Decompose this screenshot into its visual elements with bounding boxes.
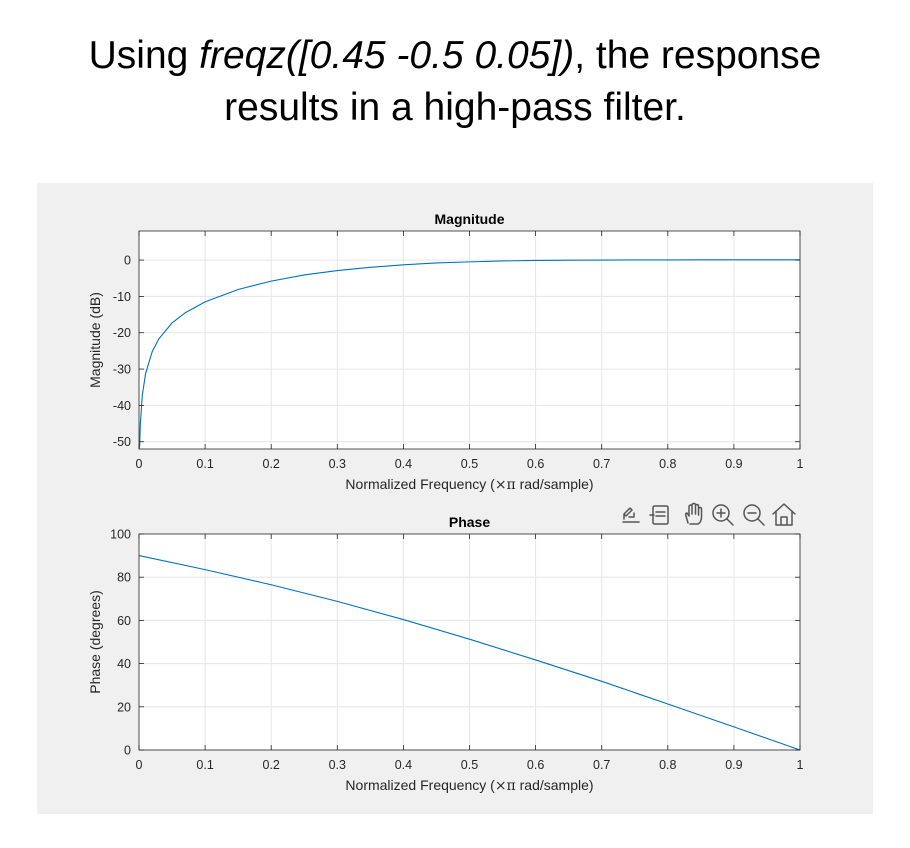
x-tick-label: 0.3 bbox=[329, 457, 346, 471]
x-tick-label: 0.1 bbox=[196, 457, 213, 471]
x-tick-label: 0.2 bbox=[263, 758, 280, 772]
axes-toolbar bbox=[622, 502, 796, 526]
y-tick-label: 80 bbox=[117, 571, 131, 585]
x-tick-label: 0.6 bbox=[527, 457, 544, 471]
x-tick-label: 0.2 bbox=[263, 457, 280, 471]
x-tick-label: 0.5 bbox=[461, 457, 478, 471]
data-series-line[interactable] bbox=[138, 555, 801, 751]
pan-icon[interactable] bbox=[684, 502, 703, 525]
y-tick-label: 60 bbox=[117, 614, 131, 628]
x-axis-label-suffix: rad/sample) bbox=[516, 777, 594, 793]
y-tick-label: 0 bbox=[124, 744, 131, 758]
x-axis-label-prefix: Normalized Frequency ( bbox=[345, 476, 495, 492]
y-tick-label: -10 bbox=[113, 290, 131, 304]
slide-title-line-1: Using freqz([0.45 -0.5 0.05]), the respo… bbox=[0, 30, 910, 82]
x-axis-label-prefix: Normalized Frequency ( bbox=[345, 777, 495, 793]
y-tick-label: -20 bbox=[113, 326, 131, 340]
magnitude-plot[interactable]: 0 0.1 0.2 0.3 0.4 0.5 0.6 0.7 0.8 0.9 1 -50 -40 -30 -2… bbox=[87, 211, 804, 493]
home-icon[interactable] bbox=[772, 503, 796, 526]
x-tick-label: 0.4 bbox=[395, 758, 412, 772]
x-axis-label-symbol: ×π bbox=[495, 778, 516, 794]
figure-window: 0 0.1 0.2 0.3 0.4 0.5 0.6 0.7 0.8 0.9 1 -50 -40 -30 -2… bbox=[37, 183, 873, 814]
title-suffix: , the response bbox=[574, 34, 822, 77]
y-axis-label: Phase (degrees) bbox=[87, 590, 103, 694]
slide-title: Using freqz([0.45 -0.5 0.05]), the respo… bbox=[0, 30, 910, 134]
y-tick-label: 20 bbox=[117, 700, 131, 714]
x-tick-label: 0.5 bbox=[461, 758, 478, 772]
x-tick-label: 0.8 bbox=[659, 758, 676, 772]
y-tick-label: -50 bbox=[113, 435, 131, 449]
x-tick-label: 0.7 bbox=[593, 457, 610, 471]
y-tick-label: 40 bbox=[117, 657, 131, 671]
data-series-line[interactable] bbox=[138, 259, 800, 450]
x-tick-label: 0.3 bbox=[329, 758, 346, 772]
phase-plot[interactable]: 0 0.1 0.2 0.3 0.4 0.5 0.6 0.7 0.8 0.9 1 0 20 40 60 80 10… bbox=[87, 514, 804, 794]
x-tick-label: 0.4 bbox=[395, 457, 412, 471]
slide-title-line-2: results in a high-pass filter. bbox=[224, 86, 686, 129]
y-tick-label: -40 bbox=[113, 399, 131, 413]
x-axis-label: Normalized Frequency (×π rad/sample) bbox=[345, 476, 593, 493]
plot-title: Magnitude bbox=[435, 211, 505, 227]
x-axis-label: Normalized Frequency (×π rad/sample) bbox=[345, 777, 593, 794]
export-icon[interactable] bbox=[622, 507, 640, 523]
x-tick-label: 0.1 bbox=[196, 758, 213, 772]
figure-canvas: 0 0.1 0.2 0.3 0.4 0.5 0.6 0.7 0.8 0.9 1 -50 -40 -30 -2… bbox=[87, 211, 804, 794]
x-tick-label: 0 bbox=[136, 457, 143, 471]
brush-icon[interactable] bbox=[649, 505, 669, 525]
x-tick-label: 0.6 bbox=[527, 758, 544, 772]
x-tick-label: 0.7 bbox=[593, 758, 610, 772]
zoom-out-icon[interactable] bbox=[743, 504, 765, 526]
plot-title: Phase bbox=[449, 514, 490, 530]
y-tick-label: -30 bbox=[113, 363, 131, 377]
title-prefix: Using bbox=[88, 34, 200, 77]
x-tick-label: 0.8 bbox=[659, 457, 676, 471]
title-code: freqz([0.45 -0.5 0.05]) bbox=[199, 34, 575, 77]
x-tick-label: 0.9 bbox=[725, 758, 742, 772]
x-tick-label: 0.9 bbox=[725, 457, 742, 471]
y-tick-label: 100 bbox=[110, 528, 131, 542]
x-axis-label-symbol: ×π bbox=[495, 477, 516, 493]
zoom-in-icon[interactable] bbox=[712, 504, 734, 526]
x-tick-label: 0 bbox=[136, 758, 143, 772]
x-tick-label: 1 bbox=[797, 457, 804, 471]
y-axis-label: Magnitude (dB) bbox=[87, 292, 103, 388]
x-axis-label-suffix: rad/sample) bbox=[516, 476, 594, 492]
y-tick-label: 0 bbox=[124, 254, 131, 268]
x-tick-label: 1 bbox=[797, 758, 804, 772]
